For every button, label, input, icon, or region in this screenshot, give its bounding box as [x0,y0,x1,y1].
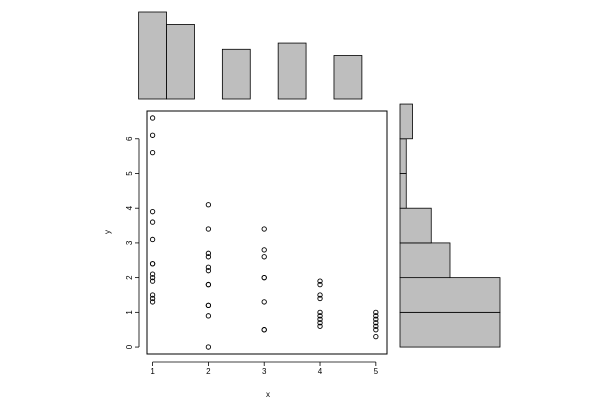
data-point [373,327,379,333]
data-point [205,264,212,270]
data-point [149,271,156,277]
x-tick-label: 2 [206,367,211,376]
data-point [149,261,156,267]
y-hist-bar [399,207,432,244]
y-tick-label: 1 [125,310,134,315]
data-point [149,295,156,302]
x-tick-label: 1 [150,367,155,376]
y-hist-bar [399,242,451,279]
data-point [149,299,156,305]
data-point [373,309,379,315]
data-point [205,250,212,256]
data-point [149,219,156,225]
data-point [205,344,212,350]
data-point [317,313,323,319]
x-hist-bar [333,55,363,100]
data-point [149,278,156,284]
y-hist-bar [399,277,501,313]
data-point [261,247,267,253]
x-marginal-histogram [138,11,363,100]
data-point [149,274,156,281]
data-point [373,333,379,340]
data-point [261,299,267,305]
data-point [317,316,323,322]
y-marginal-histogram [399,103,501,348]
y-tick-label: 3 [125,240,134,245]
data-point [373,313,379,319]
scatter-points [149,115,379,350]
y-tick-label: 5 [125,171,134,176]
x-hist-bar [221,48,251,100]
y-tick-label: 0 [125,344,134,349]
data-point [205,268,212,274]
x-hist-bar [166,24,195,100]
x-tick-label: 4 [318,367,323,376]
y-tick-label: 2 [125,275,134,280]
data-point [261,274,267,281]
data-point [205,254,212,260]
y-tick-label: 6 [125,136,134,141]
data-point [149,236,156,243]
y-hist-bar [399,173,407,209]
data-point [205,281,212,288]
x-hist-bar [138,11,167,100]
data-point [317,323,323,329]
y-hist-bar [399,311,501,348]
data-point [317,278,323,284]
x-axis: 1 2 3 4 5 [150,361,379,376]
data-point [205,313,212,319]
data-point [149,150,156,156]
data-point [373,320,379,326]
x-tick-label: 3 [262,367,267,376]
data-point [205,302,212,309]
data-point [149,292,156,298]
y-axis: 0 1 2 3 4 5 6 [125,136,140,349]
plot-frame [146,110,388,355]
data-point [317,281,323,288]
data-point [205,226,212,232]
x-hist-bar [277,42,307,100]
data-point [317,292,323,298]
x-axis-label: x [266,390,270,399]
data-point [373,323,379,329]
data-point [261,254,267,260]
data-point [373,316,379,322]
y-tick-label: 4 [125,205,134,210]
data-point [205,202,212,208]
data-point [317,295,323,302]
data-point [317,320,323,326]
y-hist-bar [399,103,413,140]
x-tick-label: 5 [374,367,379,376]
data-point [149,132,156,138]
data-point [149,209,156,215]
data-point [261,327,267,333]
data-point [317,309,323,315]
data-point [261,226,267,232]
y-hist-bar [399,138,407,174]
data-point [149,115,156,121]
y-axis-label: y [103,230,112,234]
